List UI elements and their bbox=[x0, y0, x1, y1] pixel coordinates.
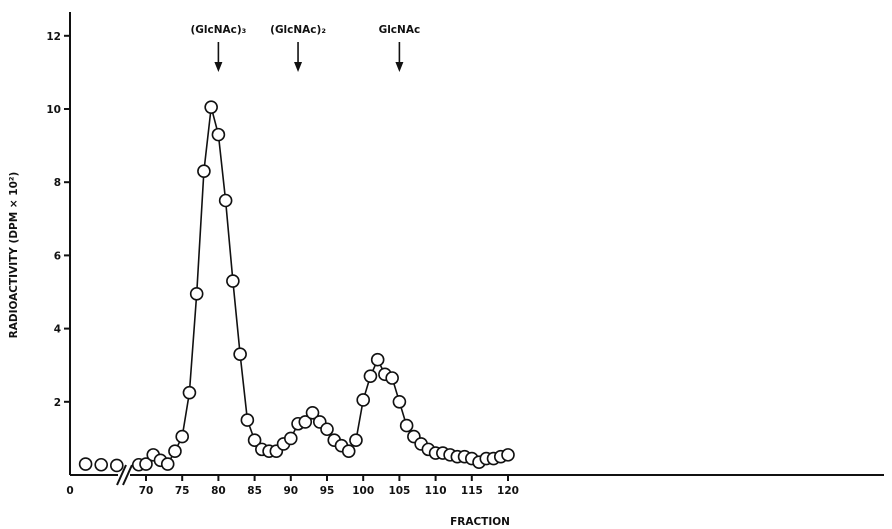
x-tick-label: 110 bbox=[425, 485, 447, 497]
data-point bbox=[168, 444, 182, 459]
y-tick-label: 12 bbox=[46, 31, 61, 43]
data-point bbox=[356, 393, 371, 407]
data-point bbox=[363, 369, 378, 383]
x-tick-label: 100 bbox=[352, 485, 374, 497]
marker-label: (GlcNAc)₂ bbox=[270, 24, 326, 36]
fraction-markers: (GlcNAc)₃ (GlcNAc)₂ GlcNAc bbox=[191, 24, 421, 72]
marker-label: GlcNAc bbox=[379, 24, 421, 36]
data-point bbox=[94, 457, 108, 472]
data-point bbox=[197, 164, 211, 179]
data-point bbox=[226, 274, 240, 288]
data-point bbox=[305, 405, 320, 420]
x-tick-label: 115 bbox=[461, 485, 483, 497]
y-tick-label: 4 bbox=[54, 324, 61, 336]
data-point bbox=[392, 394, 407, 409]
x-tick-label: 105 bbox=[388, 485, 410, 497]
data-point bbox=[160, 457, 175, 471]
y-tick-label: 2 bbox=[54, 397, 61, 409]
data-point bbox=[370, 352, 385, 367]
data-point bbox=[247, 433, 262, 448]
data-point bbox=[182, 385, 197, 400]
data-point bbox=[211, 127, 226, 142]
x-tick-label: 95 bbox=[320, 485, 335, 497]
data-point bbox=[501, 448, 515, 462]
data-point bbox=[78, 457, 93, 471]
x-tick-label: 75 bbox=[175, 485, 190, 497]
marker-arrow-head bbox=[214, 62, 223, 72]
axis-break-mark bbox=[116, 464, 127, 486]
data-point bbox=[204, 100, 218, 114]
series-line bbox=[138, 106, 509, 466]
y-tick-label: 6 bbox=[54, 250, 61, 262]
data-point bbox=[298, 415, 313, 429]
data-point bbox=[320, 422, 334, 437]
marker-arrow-head bbox=[395, 62, 404, 72]
series bbox=[78, 100, 515, 473]
marker-arrow-head bbox=[294, 62, 303, 72]
data-point bbox=[399, 418, 414, 433]
data-point bbox=[283, 431, 298, 446]
data-point bbox=[189, 287, 204, 301]
data-point bbox=[175, 429, 189, 444]
data-point bbox=[385, 371, 399, 385]
x-tick-label: 70 bbox=[139, 485, 154, 497]
data-point bbox=[349, 433, 363, 448]
data-point bbox=[341, 444, 356, 459]
axis-break-mark bbox=[122, 464, 133, 486]
y-tick-label: 8 bbox=[54, 177, 61, 189]
data-point bbox=[110, 458, 124, 473]
y-axis-title: RADIOACTIVITY (DPM × 10²) bbox=[8, 172, 20, 339]
data-point bbox=[218, 193, 233, 208]
x-tick-label: 120 bbox=[497, 485, 519, 497]
x-tick-label: 90 bbox=[283, 485, 298, 497]
data-point bbox=[139, 457, 153, 471]
x-tick-label: 85 bbox=[247, 485, 262, 497]
x-tick-label: 80 bbox=[211, 485, 226, 497]
x-axis-title: FRACTION bbox=[450, 516, 510, 528]
marker-label: (GlcNAc)₃ bbox=[191, 24, 247, 36]
y-tick-label: 10 bbox=[46, 104, 61, 116]
data-point bbox=[240, 413, 255, 427]
x-tick-label: 0 bbox=[66, 485, 73, 497]
data-point bbox=[233, 347, 247, 362]
